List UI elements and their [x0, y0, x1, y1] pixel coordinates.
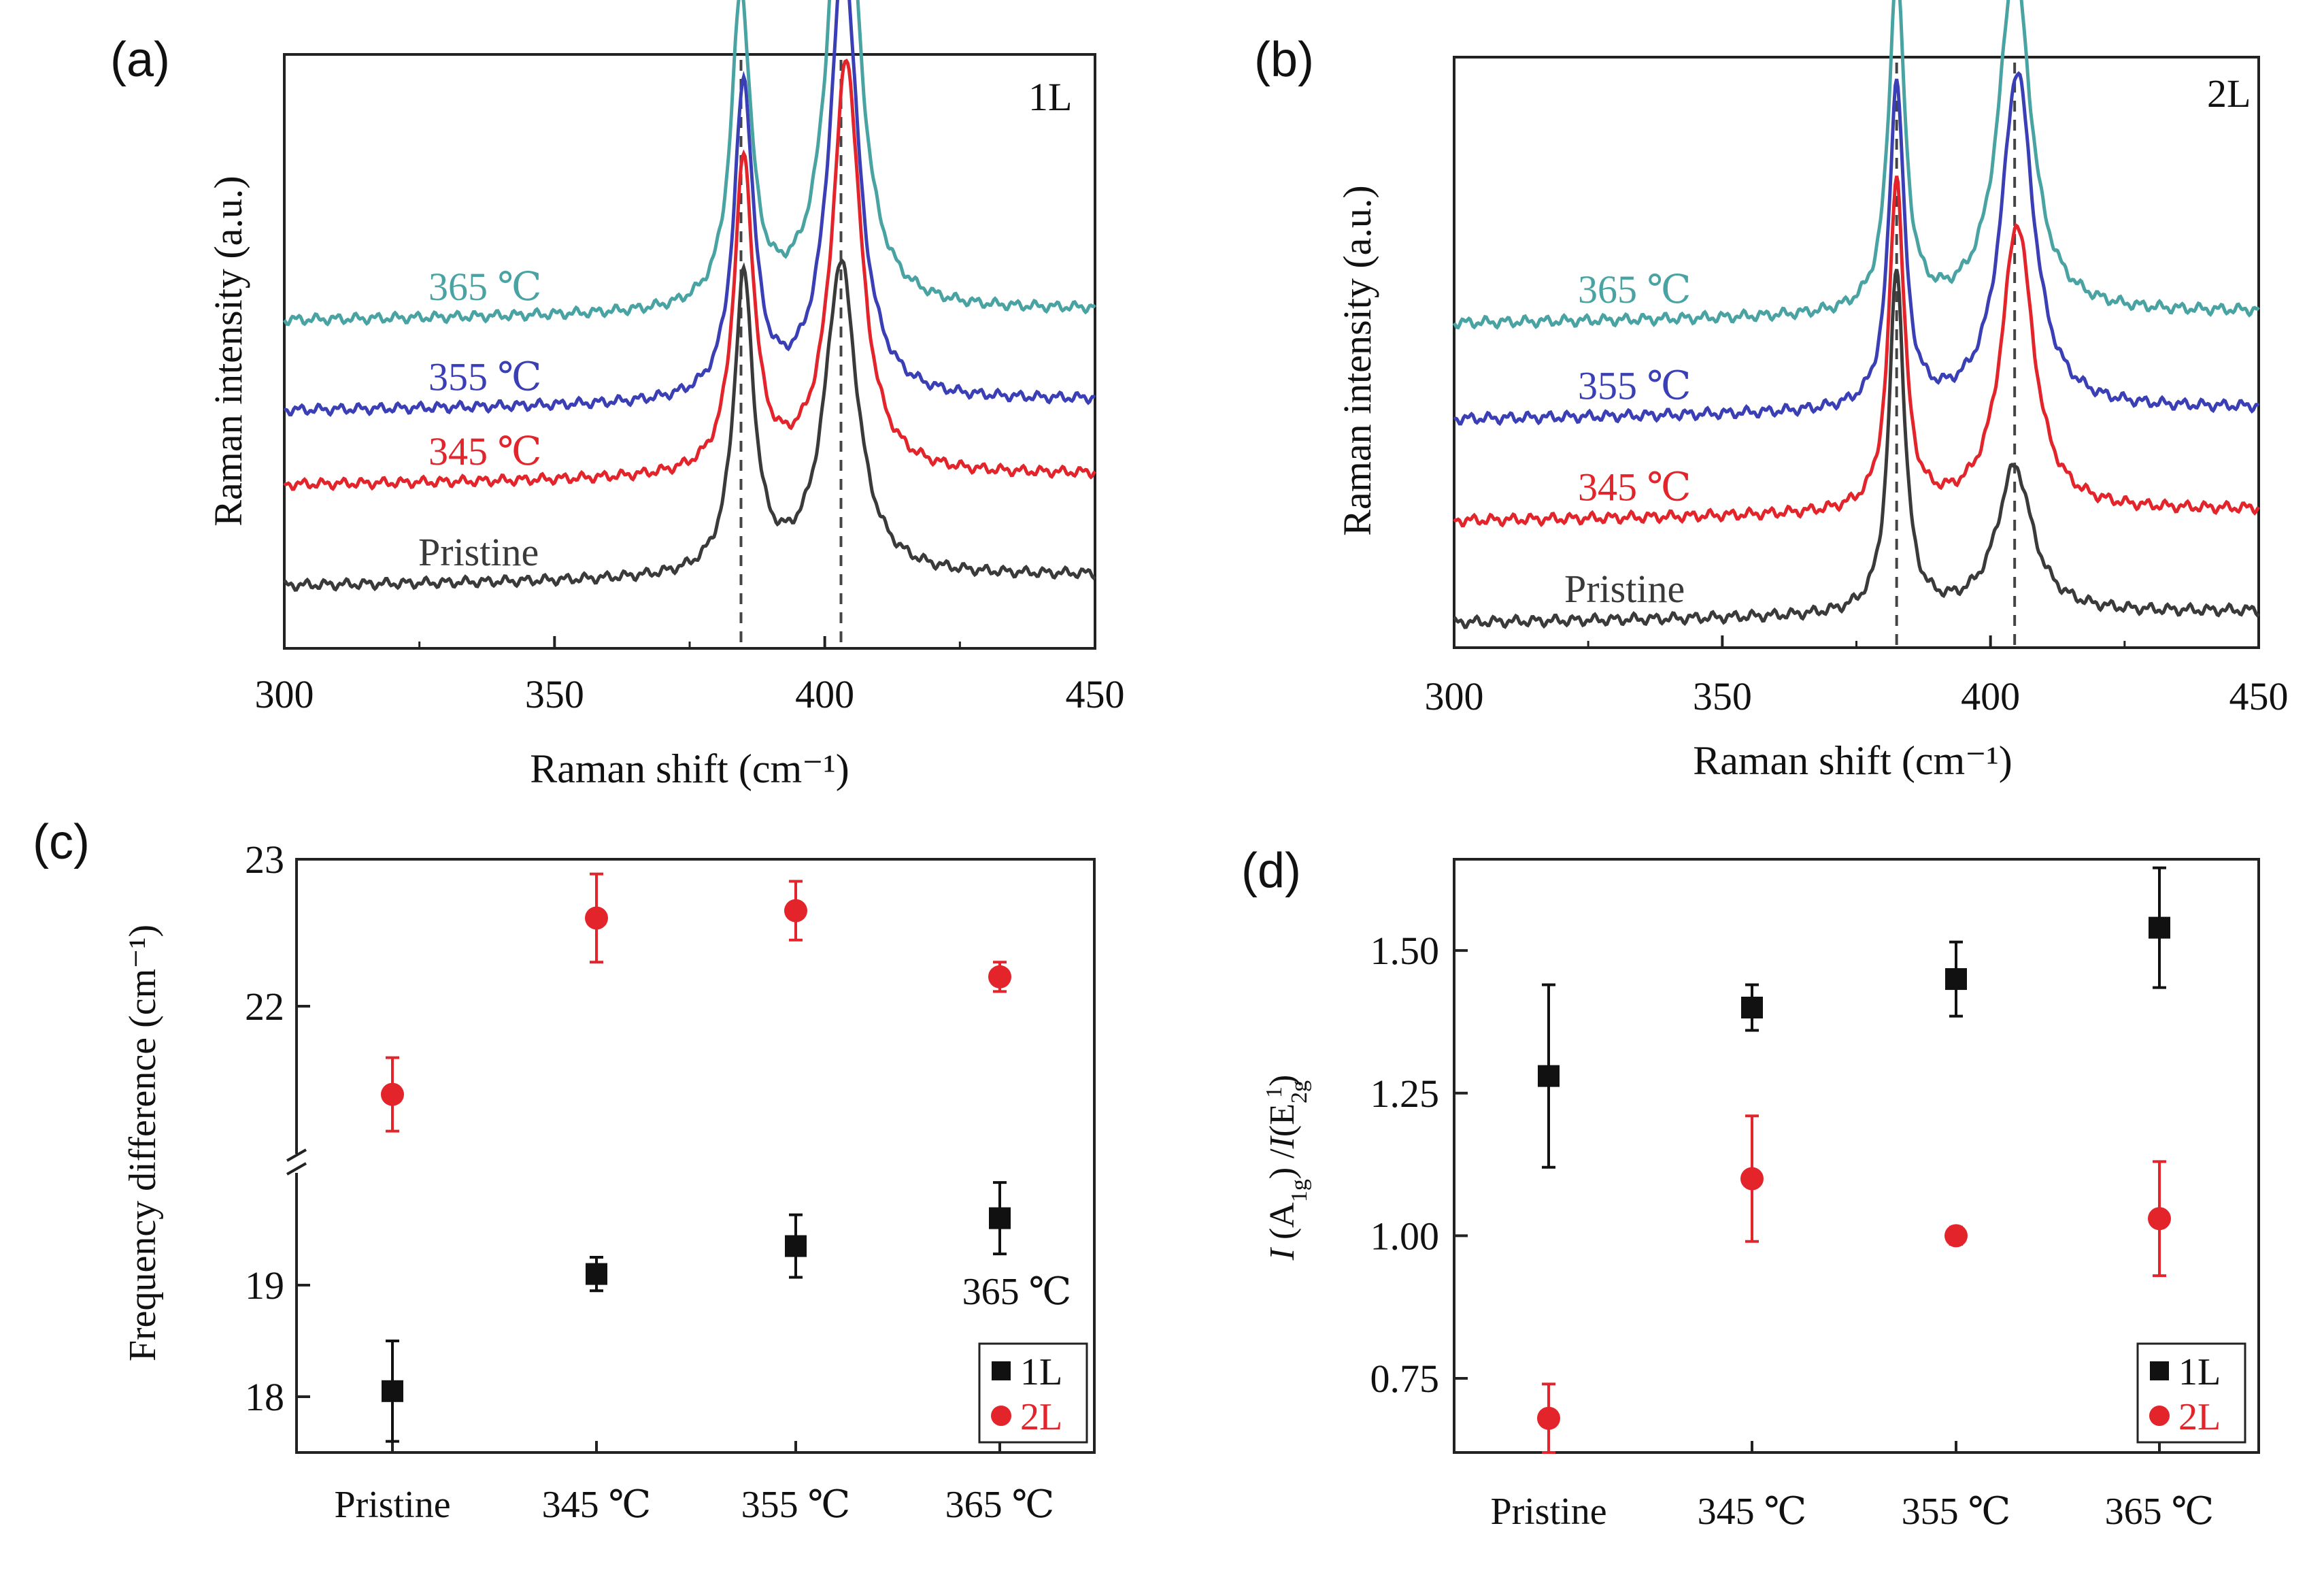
data-point-circle — [1944, 1224, 1968, 1248]
data-point-circle — [1740, 1167, 1764, 1191]
legend-box — [2136, 1342, 2246, 1444]
panel-a-plot-area: 300 350 400 450 Pristine 345 ℃ 355 ℃ 365 ℃ — [255, 0, 1125, 716]
data-point-square — [1945, 968, 1967, 991]
panel-b-x-axis-label: Raman shift (cm⁻¹) — [1693, 738, 2013, 783]
x-category-label: Pristine — [1490, 1491, 1606, 1533]
panel-b-title: 2L — [2207, 71, 2251, 116]
spectrum-line-365c — [1452, 0, 2260, 330]
spectrum-line-pristine — [283, 259, 1096, 592]
x-category-label: 355 ℃ — [1902, 1491, 2011, 1533]
data-point-circle — [585, 906, 608, 930]
x-category-label: Pristine — [334, 1484, 450, 1526]
x-category-label: 355 ℃ — [741, 1484, 851, 1526]
x-category-label: 345 ℃ — [1698, 1491, 1807, 1533]
panel-d-label: (d) — [1241, 844, 1301, 898]
data-point-circle — [381, 1082, 404, 1106]
x-category-label: 365 ℃ — [945, 1484, 1055, 1526]
y-tick-label: 18 — [245, 1375, 284, 1419]
y-tick-label: 1.25 — [1370, 1072, 1440, 1116]
legend-marker-circle — [2149, 1406, 2170, 1426]
data-point-square — [1538, 1065, 1560, 1087]
legend-label: 1L — [1020, 1351, 1062, 1393]
panel-b-label: (b) — [1254, 33, 1314, 87]
axis-break-mark — [286, 1162, 307, 1176]
panel-c-y-axis-label: Frequency difference (cm⁻¹) — [122, 925, 164, 1361]
legend-marker-circle — [991, 1406, 1011, 1426]
panel-a-x-axis-label: Raman shift (cm⁻¹) — [530, 746, 849, 791]
data-point-circle — [784, 899, 807, 923]
panel-a-title: 1L — [1028, 75, 1072, 119]
panel-d-plot-area: Pristine 345 ℃ 355 ℃ 365 ℃ 0.75 1.00 1.25 1.50 1… — [1370, 866, 2246, 1533]
legend-label: 1L — [2178, 1351, 2221, 1393]
data-point-circle — [2148, 1207, 2171, 1231]
panel-a-label: (a) — [110, 33, 170, 87]
spectrum-label: 355 ℃ — [428, 355, 541, 399]
x-tick-label: 400 — [1961, 674, 2020, 718]
panel-b-raman-2l: (b) 2L Raman intensity (a.u.) Raman shif… — [1254, 0, 2289, 783]
spectrum-label: 345 ℃ — [428, 429, 541, 474]
y-tick-label: 23 — [245, 837, 284, 882]
panel-d-y-axis-label: I (A1g) /I(E2g1) — [1262, 1075, 1312, 1261]
data-point-square — [989, 1207, 1011, 1229]
spectrum-line-355c — [1453, 71, 2260, 427]
panel-b-y-axis-label: Raman intensity (a.u.) — [1335, 185, 1379, 535]
data-point-circle — [988, 965, 1011, 989]
data-point-square — [2149, 916, 2170, 939]
spectrum-line-345c — [283, 59, 1096, 491]
y-tick-label: 1.00 — [1370, 1214, 1440, 1258]
spectrum-label: Pristine — [418, 530, 539, 574]
data-point-square — [1741, 997, 1763, 1018]
axis-break-mark — [286, 1148, 307, 1162]
panel-c-label: (c) — [33, 815, 90, 869]
x-tick-label: 350 — [1693, 674, 1752, 718]
data-point-square — [586, 1263, 607, 1285]
legend-label: 2L — [1020, 1396, 1062, 1438]
x-tick-label: 300 — [255, 672, 314, 716]
data-point-square — [785, 1235, 807, 1257]
x-tick-label: 400 — [795, 672, 854, 716]
data-point-square — [382, 1380, 403, 1402]
spectrum-line-365c — [282, 0, 1096, 327]
x-tick-label: 350 — [525, 672, 584, 716]
panel-c-frequency-difference: (c) Frequency difference (cm⁻¹) 365 ℃ Pr… — [33, 815, 1096, 1526]
spectrum-line-pristine — [1453, 269, 2260, 629]
x-category-label: 345 ℃ — [542, 1484, 652, 1526]
y-tick-label: 0.75 — [1370, 1357, 1440, 1401]
x-tick-label: 450 — [2229, 674, 2289, 718]
panel-c-annotation: 365 ℃ — [962, 1271, 1072, 1313]
x-category-label: 365 ℃ — [2105, 1491, 2214, 1533]
spectrum-line-355c — [283, 0, 1096, 417]
panel-d-intensity-ratio: (d) I (A1g) /I(E2g1) Pristine 345 ℃ 355 ℃ 3… — [1241, 844, 2260, 1533]
spectrum-label: 345 ℃ — [1578, 465, 1691, 510]
y-tick-label: 22 — [245, 984, 284, 1029]
panel-a-y-axis-label: Raman intensity (a.u.) — [206, 176, 250, 526]
data-point-circle — [1537, 1406, 1560, 1430]
legend-label: 2L — [2178, 1396, 2221, 1438]
x-tick-label: 450 — [1066, 672, 1125, 716]
y-tick-label: 19 — [245, 1263, 284, 1308]
x-tick-label: 300 — [1425, 674, 1484, 718]
panel-b-plot-area: 300 350 400 450 Pristine 345 ℃ 355 ℃ 365 ℃ — [1425, 0, 2289, 718]
legend-marker-square — [2150, 1361, 2169, 1380]
spectrum-label: 365 ℃ — [1578, 267, 1691, 312]
spectrum-line-345c — [1453, 176, 2261, 528]
spectrum-label: Pristine — [1564, 567, 1685, 611]
panel-d-frame — [1453, 858, 2260, 1454]
spectrum-label: 365 ℃ — [428, 265, 541, 309]
legend-marker-square — [992, 1361, 1011, 1380]
panel-c-frame — [295, 858, 1096, 1454]
y-tick-label: 1.50 — [1370, 929, 1440, 973]
spectrum-label: 355 ℃ — [1578, 363, 1691, 408]
legend-box — [978, 1342, 1088, 1444]
panel-b-frame — [1453, 56, 2260, 649]
panel-a-raman-1l: (a) 1L Raman intensity (a.u.) Raman shif… — [110, 0, 1125, 791]
